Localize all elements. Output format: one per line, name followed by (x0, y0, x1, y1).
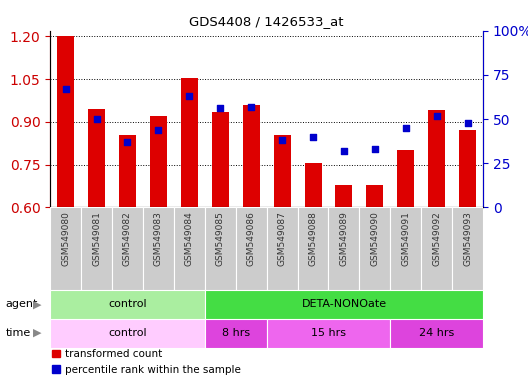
Text: GSM549088: GSM549088 (308, 212, 317, 266)
Text: time: time (5, 328, 31, 338)
Bar (274, 135, 290, 207)
Bar (360, 207, 390, 290)
Text: 15 hrs: 15 hrs (311, 328, 346, 338)
Point (340, 148, 348, 154)
Point (432, 113, 441, 119)
Bar (205, 207, 235, 290)
Bar (150, 116, 167, 207)
Bar (88, 109, 105, 207)
Bar (328, 207, 360, 290)
Bar (143, 207, 174, 290)
Text: GSM549091: GSM549091 (401, 212, 410, 266)
Text: GSM549090: GSM549090 (370, 212, 380, 266)
Bar (366, 185, 383, 207)
Text: GSM549083: GSM549083 (154, 212, 163, 266)
Bar (267, 319, 390, 348)
Bar (50, 290, 205, 319)
Point (371, 146, 379, 152)
Bar (181, 78, 198, 207)
Bar (112, 207, 143, 290)
Text: GSM549092: GSM549092 (432, 212, 441, 266)
Bar (174, 207, 205, 290)
Point (464, 119, 472, 126)
Title: GDS4408 / 1426533_at: GDS4408 / 1426533_at (190, 15, 344, 28)
Point (185, 93, 194, 99)
Bar (119, 135, 136, 207)
Bar (50, 207, 81, 290)
Text: control: control (108, 328, 147, 338)
Point (92, 116, 101, 122)
Point (61, 86, 70, 92)
Bar (459, 131, 476, 207)
Bar (428, 111, 445, 207)
Bar (390, 207, 421, 290)
Bar (390, 319, 483, 348)
Point (216, 105, 224, 111)
Text: GSM549093: GSM549093 (463, 212, 472, 266)
Point (154, 127, 163, 133)
Bar (50, 319, 205, 348)
Bar (205, 290, 483, 319)
Text: ▶: ▶ (33, 299, 42, 310)
Point (123, 139, 131, 145)
Bar (397, 151, 414, 207)
Bar (267, 207, 298, 290)
Point (247, 104, 256, 110)
Text: GSM549081: GSM549081 (92, 212, 101, 266)
Text: GSM549086: GSM549086 (247, 212, 256, 266)
Text: agent: agent (5, 299, 37, 310)
Legend: transformed count, percentile rank within the sample: transformed count, percentile rank withi… (48, 345, 245, 379)
Text: GSM549084: GSM549084 (185, 212, 194, 266)
Point (278, 137, 286, 143)
Bar (335, 185, 353, 207)
Bar (205, 319, 267, 348)
Bar (243, 105, 260, 207)
Text: control: control (108, 299, 147, 310)
Text: DETA-NONOate: DETA-NONOate (301, 299, 386, 310)
Point (402, 125, 410, 131)
Bar (305, 163, 322, 207)
Bar (235, 207, 267, 290)
Text: ▶: ▶ (33, 328, 42, 338)
Bar (81, 207, 112, 290)
Text: GSM549080: GSM549080 (61, 212, 70, 266)
Bar (452, 207, 483, 290)
Text: GSM549082: GSM549082 (123, 212, 132, 266)
Text: GSM549085: GSM549085 (216, 212, 225, 266)
Text: GSM549089: GSM549089 (340, 212, 348, 266)
Bar (421, 207, 452, 290)
Bar (298, 207, 328, 290)
Bar (212, 112, 229, 207)
Text: 24 hrs: 24 hrs (419, 328, 455, 338)
Bar (57, 36, 74, 207)
Point (309, 134, 317, 140)
Text: 8 hrs: 8 hrs (222, 328, 250, 338)
Text: GSM549087: GSM549087 (278, 212, 287, 266)
